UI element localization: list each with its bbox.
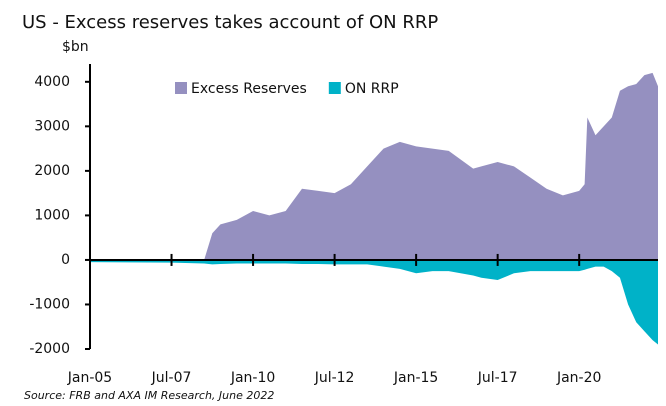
chart-title: US - Excess reserves takes account of ON… — [22, 12, 438, 33]
y-tick-label: 0 — [61, 252, 70, 268]
source: Source: FRB and AXA IM Research, June 20… — [24, 389, 274, 402]
x-tick-label: Jan-20 — [556, 370, 601, 386]
area — [90, 72, 658, 260]
x-tick-label: Jul-17 — [477, 370, 518, 386]
area — [90, 259, 658, 345]
y-axis-label: $bn — [62, 39, 89, 55]
x-tick-label: Jan-15 — [393, 370, 438, 386]
y-tick-label: 3000 — [34, 118, 70, 134]
x-tick-label: Jan-10 — [230, 370, 275, 386]
y-tick-label: -2000 — [29, 341, 70, 357]
legend-swatch — [175, 82, 187, 94]
x-tick-label: Jul-12 — [314, 370, 355, 386]
y-tick-label: -1000 — [29, 296, 70, 312]
legend-label: Excess Reserves — [191, 81, 307, 97]
legend-label: ON RRP — [345, 81, 399, 97]
x-tick-label: Jan-05 — [67, 370, 112, 386]
x-tick-label: Jul-07 — [151, 370, 192, 386]
y-tick-label: 2000 — [34, 163, 70, 179]
y-tick-label: 4000 — [34, 74, 70, 90]
legend-swatch — [328, 82, 341, 94]
y-tick-label: 1000 — [34, 207, 70, 223]
